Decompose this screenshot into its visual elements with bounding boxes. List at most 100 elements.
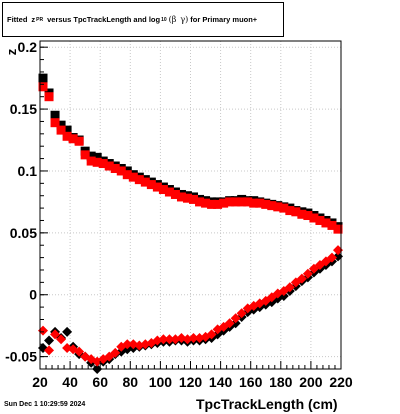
grid-lines (40, 41, 341, 369)
plot-frame (39, 40, 342, 370)
data-point (164, 334, 175, 345)
data-point (230, 313, 241, 324)
x-tick-label: 160 (239, 374, 263, 390)
data-point (206, 329, 217, 340)
data-point (195, 197, 205, 207)
data-point (98, 159, 108, 169)
data-point (62, 125, 72, 135)
data-point (110, 347, 121, 358)
data-point (285, 206, 295, 216)
data-point (92, 152, 102, 162)
data-point (176, 192, 186, 202)
data-point (104, 161, 114, 171)
y-tick-label: 0 (29, 287, 37, 303)
x-tick-label: 220 (329, 374, 353, 390)
axis-ticks: 20 40 60 80 100 120 140 160 180 200 220 -0.05 0 0.05 0… (5, 39, 353, 390)
y-tick-label: 0.15 (10, 101, 37, 117)
title-suffix: for Primary muon+ (190, 15, 258, 24)
x-tick-label: 120 (179, 374, 203, 390)
data-point (302, 268, 313, 279)
data-point (237, 197, 247, 207)
data-point (309, 213, 319, 223)
data-point (164, 187, 174, 197)
data-point (74, 346, 85, 357)
title-log-subscript: 10 (161, 16, 167, 23)
data-point (243, 197, 253, 207)
title-middle: versus TpcTrackLength and log (47, 15, 161, 24)
title-beta: β (171, 15, 177, 24)
data-point (152, 182, 162, 192)
data-point (182, 193, 192, 203)
y-axis-label: z (4, 48, 19, 55)
data-point (80, 150, 90, 160)
data-point (116, 166, 126, 176)
data-point (261, 199, 271, 209)
data-point (38, 325, 49, 336)
x-tick-label: 200 (299, 374, 323, 390)
x-tick-label: 140 (209, 374, 233, 390)
data-point (50, 110, 60, 120)
data-point (291, 207, 301, 217)
data-point (122, 170, 132, 180)
data-point (170, 189, 180, 199)
data-point (315, 215, 325, 225)
data-point (56, 125, 66, 135)
title-z: z (31, 15, 36, 24)
chart-title: Fitted z PR versus TpcTrackLength and log… (2, 2, 284, 37)
y-tick-label: -0.05 (5, 349, 37, 365)
data-point (213, 199, 223, 209)
data-point (140, 177, 150, 187)
title-gamma: γ (180, 15, 186, 24)
data-markers (38, 73, 343, 374)
data-point (146, 180, 156, 190)
x-tick-label: 180 (269, 374, 293, 390)
data-point (303, 211, 313, 221)
data-point (249, 198, 259, 208)
data-point (44, 335, 55, 346)
data-point (68, 134, 78, 144)
data-point (50, 329, 61, 340)
data-point (158, 334, 169, 345)
x-tick-label: 60 (92, 374, 108, 390)
data-point (56, 334, 67, 345)
data-point (321, 218, 331, 228)
data-point (326, 252, 337, 263)
data-point (279, 203, 289, 213)
data-point (219, 198, 229, 208)
data-point (284, 282, 295, 293)
data-point (255, 198, 265, 208)
data-point (225, 197, 235, 207)
data-point (188, 333, 199, 344)
data-point (224, 318, 235, 329)
data-point (273, 202, 283, 212)
data-point (38, 73, 48, 83)
data-point (333, 224, 343, 234)
x-axis-label: TpcTrackLength (cm) (196, 396, 338, 412)
series-1 (38, 82, 343, 234)
data-point (44, 92, 54, 102)
y-tick-label: 0.2 (18, 39, 38, 55)
series-3 (38, 245, 343, 367)
data-point (297, 209, 307, 219)
data-point (158, 185, 168, 195)
data-point (122, 339, 133, 350)
data-point (86, 151, 96, 161)
title-z-subscript: PR (36, 16, 44, 23)
data-point (201, 198, 211, 208)
data-point (50, 118, 60, 128)
data-point (296, 273, 307, 284)
title-prefix: Fitted (7, 15, 28, 24)
x-tick-label: 100 (149, 374, 173, 390)
y-tick-label: 0.1 (18, 163, 38, 179)
data-point (207, 199, 217, 209)
data-point (327, 220, 337, 230)
data-point (56, 120, 66, 130)
data-point (189, 194, 199, 204)
data-point (231, 197, 241, 207)
data-point (62, 131, 72, 141)
x-tick-label: 80 (123, 374, 139, 390)
data-point (110, 163, 120, 173)
x-tick-label: 40 (62, 374, 78, 390)
data-point (38, 82, 48, 92)
